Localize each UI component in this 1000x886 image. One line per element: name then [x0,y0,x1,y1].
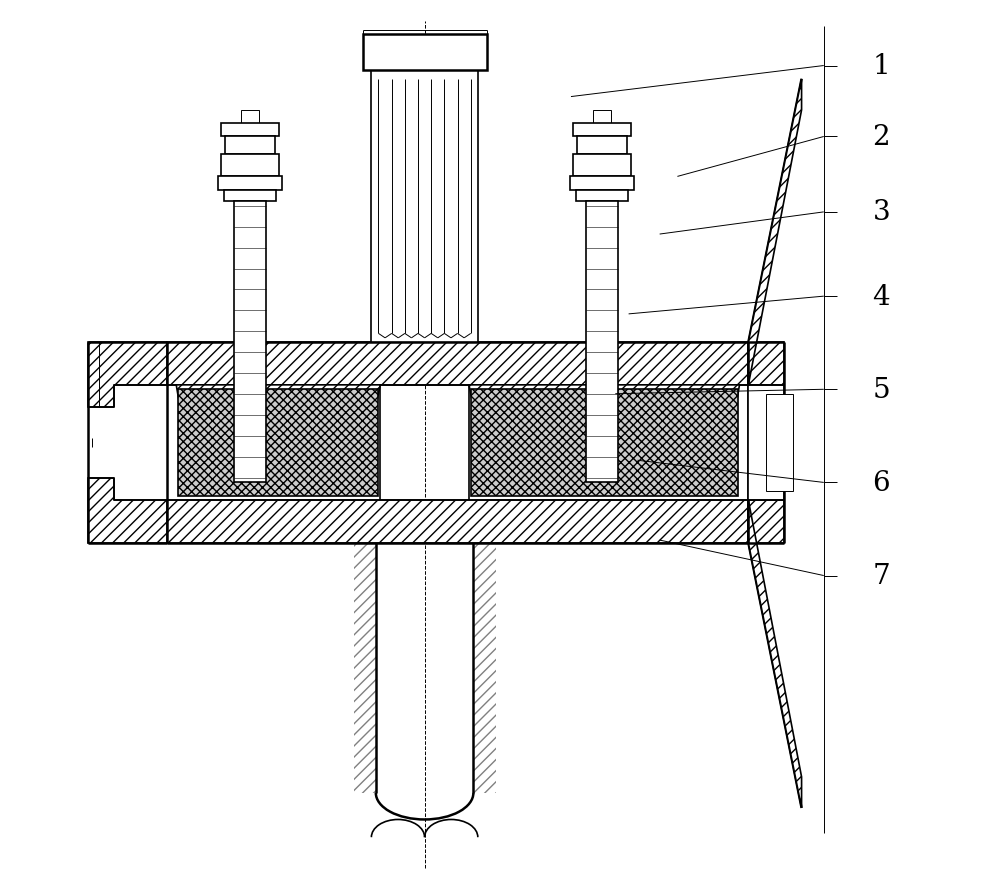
Text: 3: 3 [873,199,890,226]
Polygon shape [748,343,784,385]
Text: 1: 1 [873,53,890,80]
Polygon shape [176,385,380,456]
Bar [471,390,738,496]
Bar [241,111,259,124]
Bar [234,202,266,483]
Bar [178,390,378,496]
Bar [593,111,611,124]
Bar [221,124,279,137]
Bar [577,137,627,155]
Bar [224,190,276,202]
Bar [218,177,282,190]
Polygon shape [748,501,802,808]
Polygon shape [354,543,376,793]
Bar [221,155,279,177]
Polygon shape [473,543,496,793]
Bar [371,71,478,343]
Polygon shape [167,343,748,385]
Bar [573,155,631,177]
Text: 2: 2 [873,124,890,151]
Bar [363,35,487,71]
Bar [576,190,628,202]
Polygon shape [748,80,802,385]
Bar [748,385,784,501]
Text: 5: 5 [873,377,890,403]
Bar [225,137,275,155]
Polygon shape [469,385,739,456]
Bar [570,177,634,190]
Polygon shape [748,501,784,543]
Polygon shape [88,478,167,543]
Bar [766,394,793,492]
Text: 7: 7 [873,563,890,589]
Text: 4: 4 [873,284,890,310]
Polygon shape [88,343,167,408]
Text: 6: 6 [873,470,890,496]
Bar [586,202,618,483]
Polygon shape [167,501,748,543]
Bar [573,124,631,137]
